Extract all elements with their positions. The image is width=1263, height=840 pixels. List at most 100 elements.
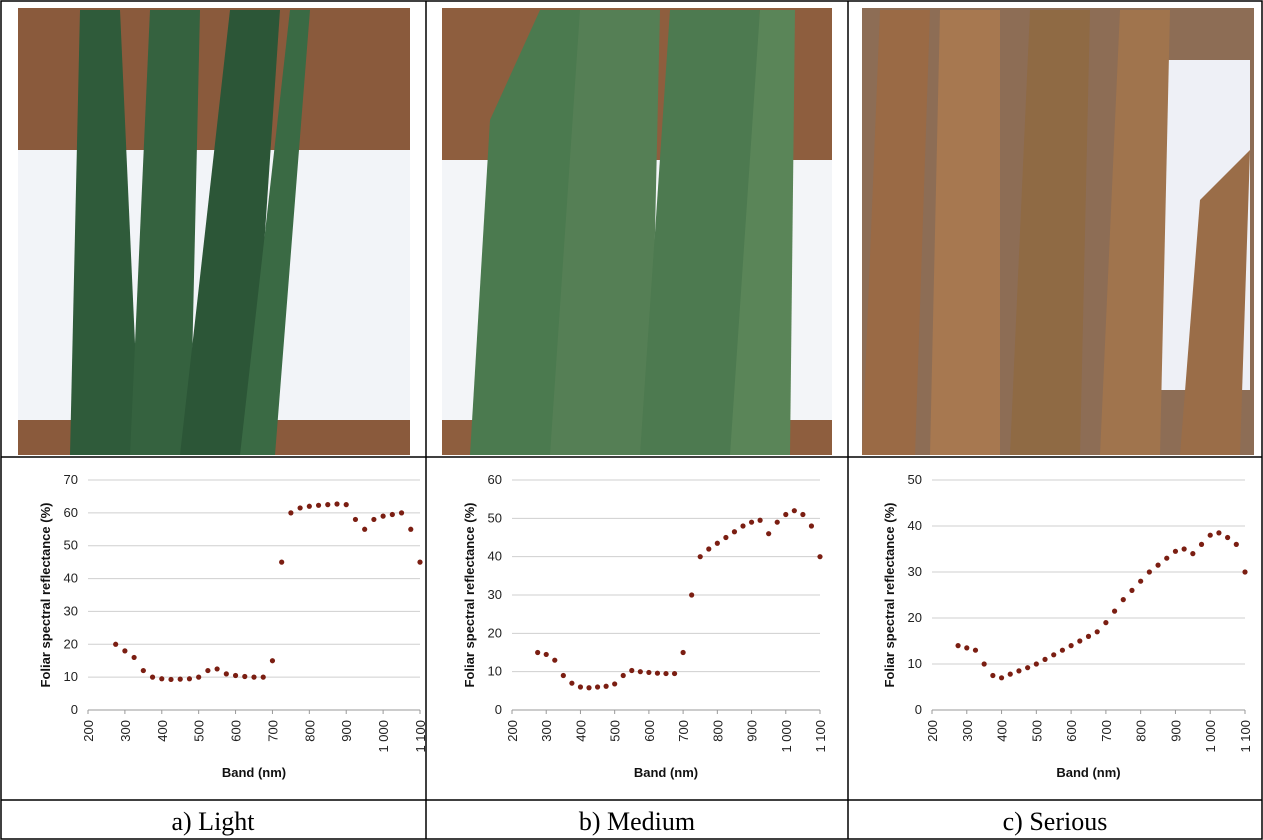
- point: [715, 541, 720, 546]
- point: [1060, 648, 1065, 653]
- point: [362, 527, 367, 532]
- x-tick-label: 200: [81, 720, 96, 742]
- x-tick-label: 1 000: [779, 720, 794, 753]
- y-tick-label: 30: [64, 603, 78, 618]
- point: [1042, 657, 1047, 662]
- caption: b) Medium: [579, 807, 695, 836]
- y-tick-label: 10: [908, 656, 922, 671]
- photo: [862, 8, 1254, 455]
- point: [1077, 638, 1082, 643]
- point: [732, 529, 737, 534]
- point: [740, 523, 745, 528]
- point: [187, 676, 192, 681]
- point: [535, 650, 540, 655]
- point: [723, 535, 728, 540]
- point: [1008, 672, 1013, 677]
- point: [316, 503, 321, 508]
- point: [417, 560, 422, 565]
- x-tick-label: 800: [1134, 720, 1149, 742]
- point: [955, 643, 960, 648]
- point: [552, 658, 557, 663]
- y-tick-label: 0: [495, 702, 502, 717]
- point: [353, 517, 358, 522]
- point: [1112, 609, 1117, 614]
- y-tick-label: 40: [64, 571, 78, 586]
- page: 0102030405060702003004005006007008009001…: [0, 0, 1263, 840]
- point: [1173, 549, 1178, 554]
- point: [1164, 556, 1169, 561]
- point: [390, 512, 395, 517]
- point: [1147, 569, 1152, 574]
- x-tick-label: 700: [676, 720, 691, 742]
- point: [792, 508, 797, 513]
- point: [681, 650, 686, 655]
- point: [1034, 661, 1039, 666]
- point: [1199, 542, 1204, 547]
- y-tick-label: 30: [488, 587, 502, 602]
- point: [1095, 629, 1100, 634]
- point: [569, 681, 574, 686]
- point: [132, 655, 137, 660]
- point: [159, 676, 164, 681]
- y-tick-label: 0: [915, 702, 922, 717]
- caption: c) Serious: [1003, 807, 1108, 836]
- y-tick-label: 50: [488, 510, 502, 525]
- x-tick-label: 200: [505, 720, 520, 742]
- point: [1016, 668, 1021, 673]
- x-tick-label: 400: [155, 720, 170, 742]
- point: [205, 668, 210, 673]
- photo: [18, 8, 410, 455]
- x-tick-label: 400: [573, 720, 588, 742]
- x-tick-label: 500: [192, 720, 207, 742]
- x-tick-label: 1 000: [1203, 720, 1218, 753]
- x-tick-label: 400: [995, 720, 1010, 742]
- point: [325, 502, 330, 507]
- point: [982, 661, 987, 666]
- x-tick-label: 900: [745, 720, 760, 742]
- point: [758, 518, 763, 523]
- point: [399, 510, 404, 515]
- figure: 0102030405060702003004005006007008009001…: [0, 0, 1263, 840]
- x-tick-label: 300: [960, 720, 975, 742]
- point: [1208, 533, 1213, 538]
- y-axis-label: Foliar spectral reflectance (%): [882, 503, 897, 688]
- y-tick-label: 60: [488, 472, 502, 487]
- point: [775, 520, 780, 525]
- point: [141, 668, 146, 673]
- point: [261, 675, 266, 680]
- point: [973, 648, 978, 653]
- y-tick-label: 20: [908, 610, 922, 625]
- y-tick-label: 30: [908, 564, 922, 579]
- point: [270, 658, 275, 663]
- point: [629, 668, 634, 673]
- point: [817, 554, 822, 559]
- point: [663, 671, 668, 676]
- y-tick-label: 20: [64, 636, 78, 651]
- x-tick-label: 1 100: [813, 720, 828, 753]
- point: [113, 642, 118, 647]
- x-tick-label: 800: [302, 720, 317, 742]
- point: [964, 645, 969, 650]
- point: [1182, 546, 1187, 551]
- point: [371, 517, 376, 522]
- point: [1069, 643, 1074, 648]
- x-tick-label: 300: [539, 720, 554, 742]
- x-tick-label: 500: [608, 720, 623, 742]
- y-axis-label: Foliar spectral reflectance (%): [462, 503, 477, 688]
- y-tick-label: 70: [64, 472, 78, 487]
- point: [544, 652, 549, 657]
- y-tick-label: 40: [488, 549, 502, 564]
- point: [1242, 569, 1247, 574]
- point: [298, 505, 303, 510]
- point: [168, 677, 173, 682]
- point: [381, 514, 386, 519]
- point: [334, 501, 339, 506]
- x-axis-label: Band (nm): [634, 765, 698, 780]
- point: [242, 674, 247, 679]
- point: [1051, 652, 1056, 657]
- point: [612, 681, 617, 686]
- y-tick-label: 50: [908, 472, 922, 487]
- point: [251, 675, 256, 680]
- x-tick-label: 1 100: [413, 720, 428, 753]
- y-tick-label: 20: [488, 625, 502, 640]
